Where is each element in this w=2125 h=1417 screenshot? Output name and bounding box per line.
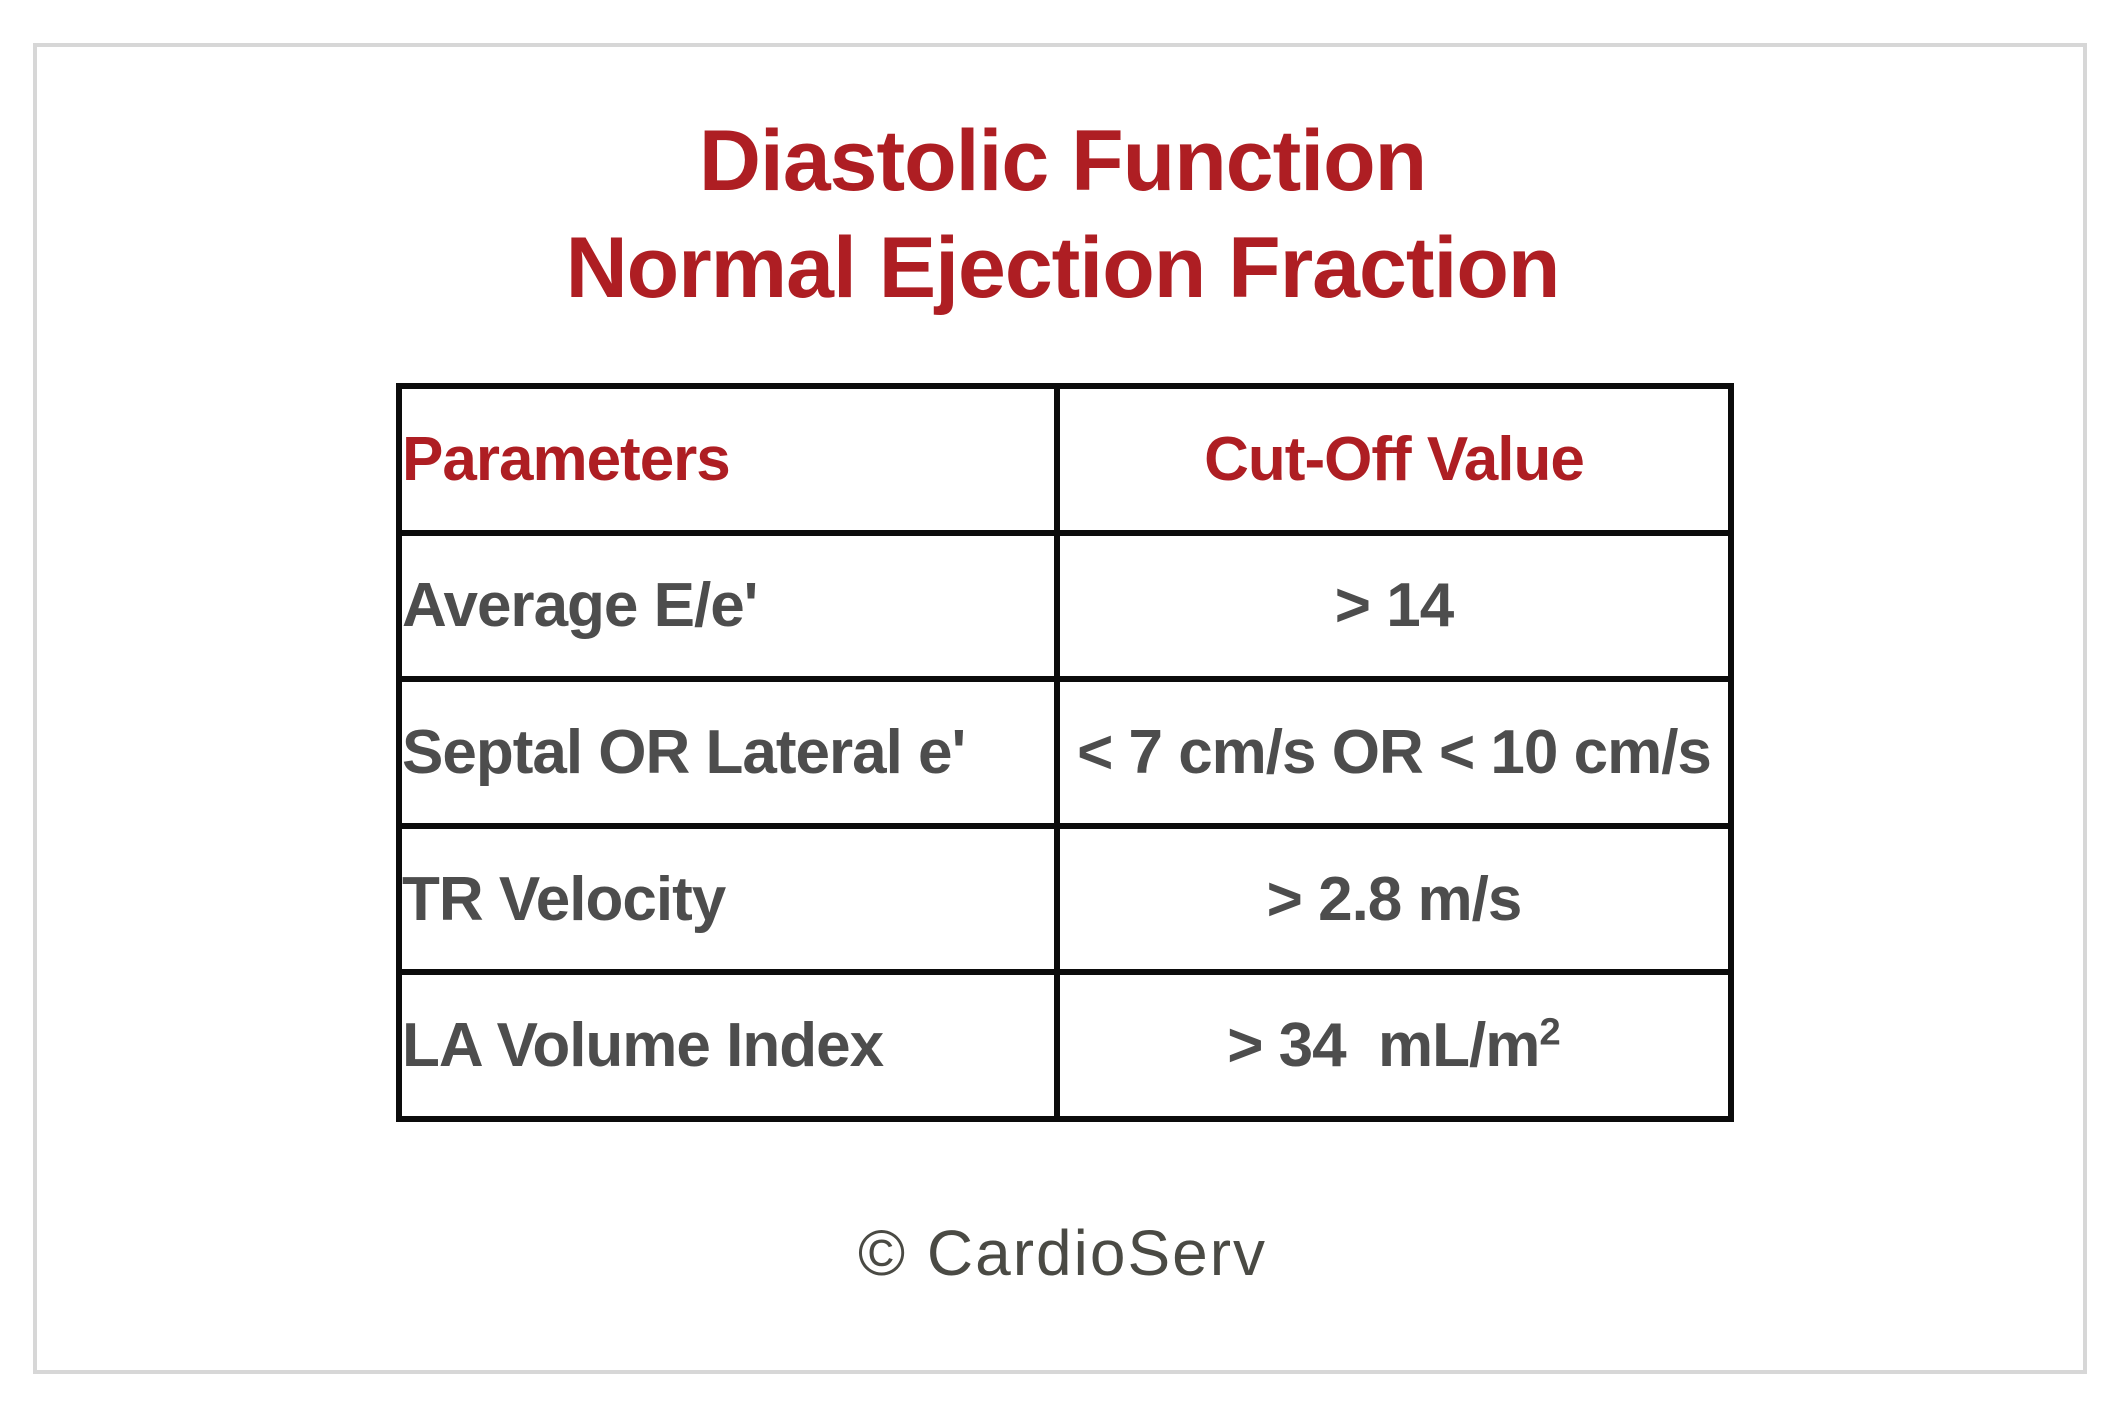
table-row: TR Velocity > 2.8 m/s: [396, 822, 1734, 976]
page-title: Diastolic Function Normal Ejection Fract…: [0, 108, 2125, 322]
footer-copyright: © CardioServ: [857, 1217, 1268, 1289]
value-cell: > 14: [1054, 529, 1734, 683]
cutoff-value-table: Parameters Cut-Off Value Average E/e' > …: [396, 383, 1734, 1122]
value-text: > 14: [1334, 571, 1454, 641]
value-text: > 2.8 m/s: [1266, 864, 1523, 934]
param-cell: Average E/e': [396, 529, 1060, 683]
table-header-row: Parameters Cut-Off Value: [396, 383, 1734, 536]
param-cell: LA Volume Index: [396, 969, 1060, 1122]
value-cell: > 2.8 m/s: [1054, 822, 1734, 976]
title-line-2: Normal Ejection Fraction: [565, 220, 1561, 316]
param-cell: Septal OR Lateral e': [396, 676, 1060, 829]
table-row: Septal OR Lateral e' < 7 cm/s OR < 10 cm…: [396, 676, 1734, 829]
table-row: LA Volume Index > 34 mL/m2: [396, 969, 1734, 1122]
value-text: > 34 mL/m: [1227, 1011, 1540, 1081]
param-cell: TR Velocity: [396, 822, 1060, 976]
value-cell: < 7 cm/s OR < 10 cm/s: [1054, 676, 1734, 829]
header-parameters: Parameters: [396, 383, 1060, 536]
title-line-1: Diastolic Function: [698, 113, 1427, 209]
header-cutoff-value: Cut-Off Value: [1054, 383, 1734, 536]
table-row: Average E/e' > 14: [396, 529, 1734, 683]
value-superscript: 2: [1539, 1010, 1561, 1054]
value-text: < 7 cm/s OR < 10 cm/s: [1077, 717, 1712, 787]
value-cell: > 34 mL/m2: [1054, 969, 1734, 1122]
